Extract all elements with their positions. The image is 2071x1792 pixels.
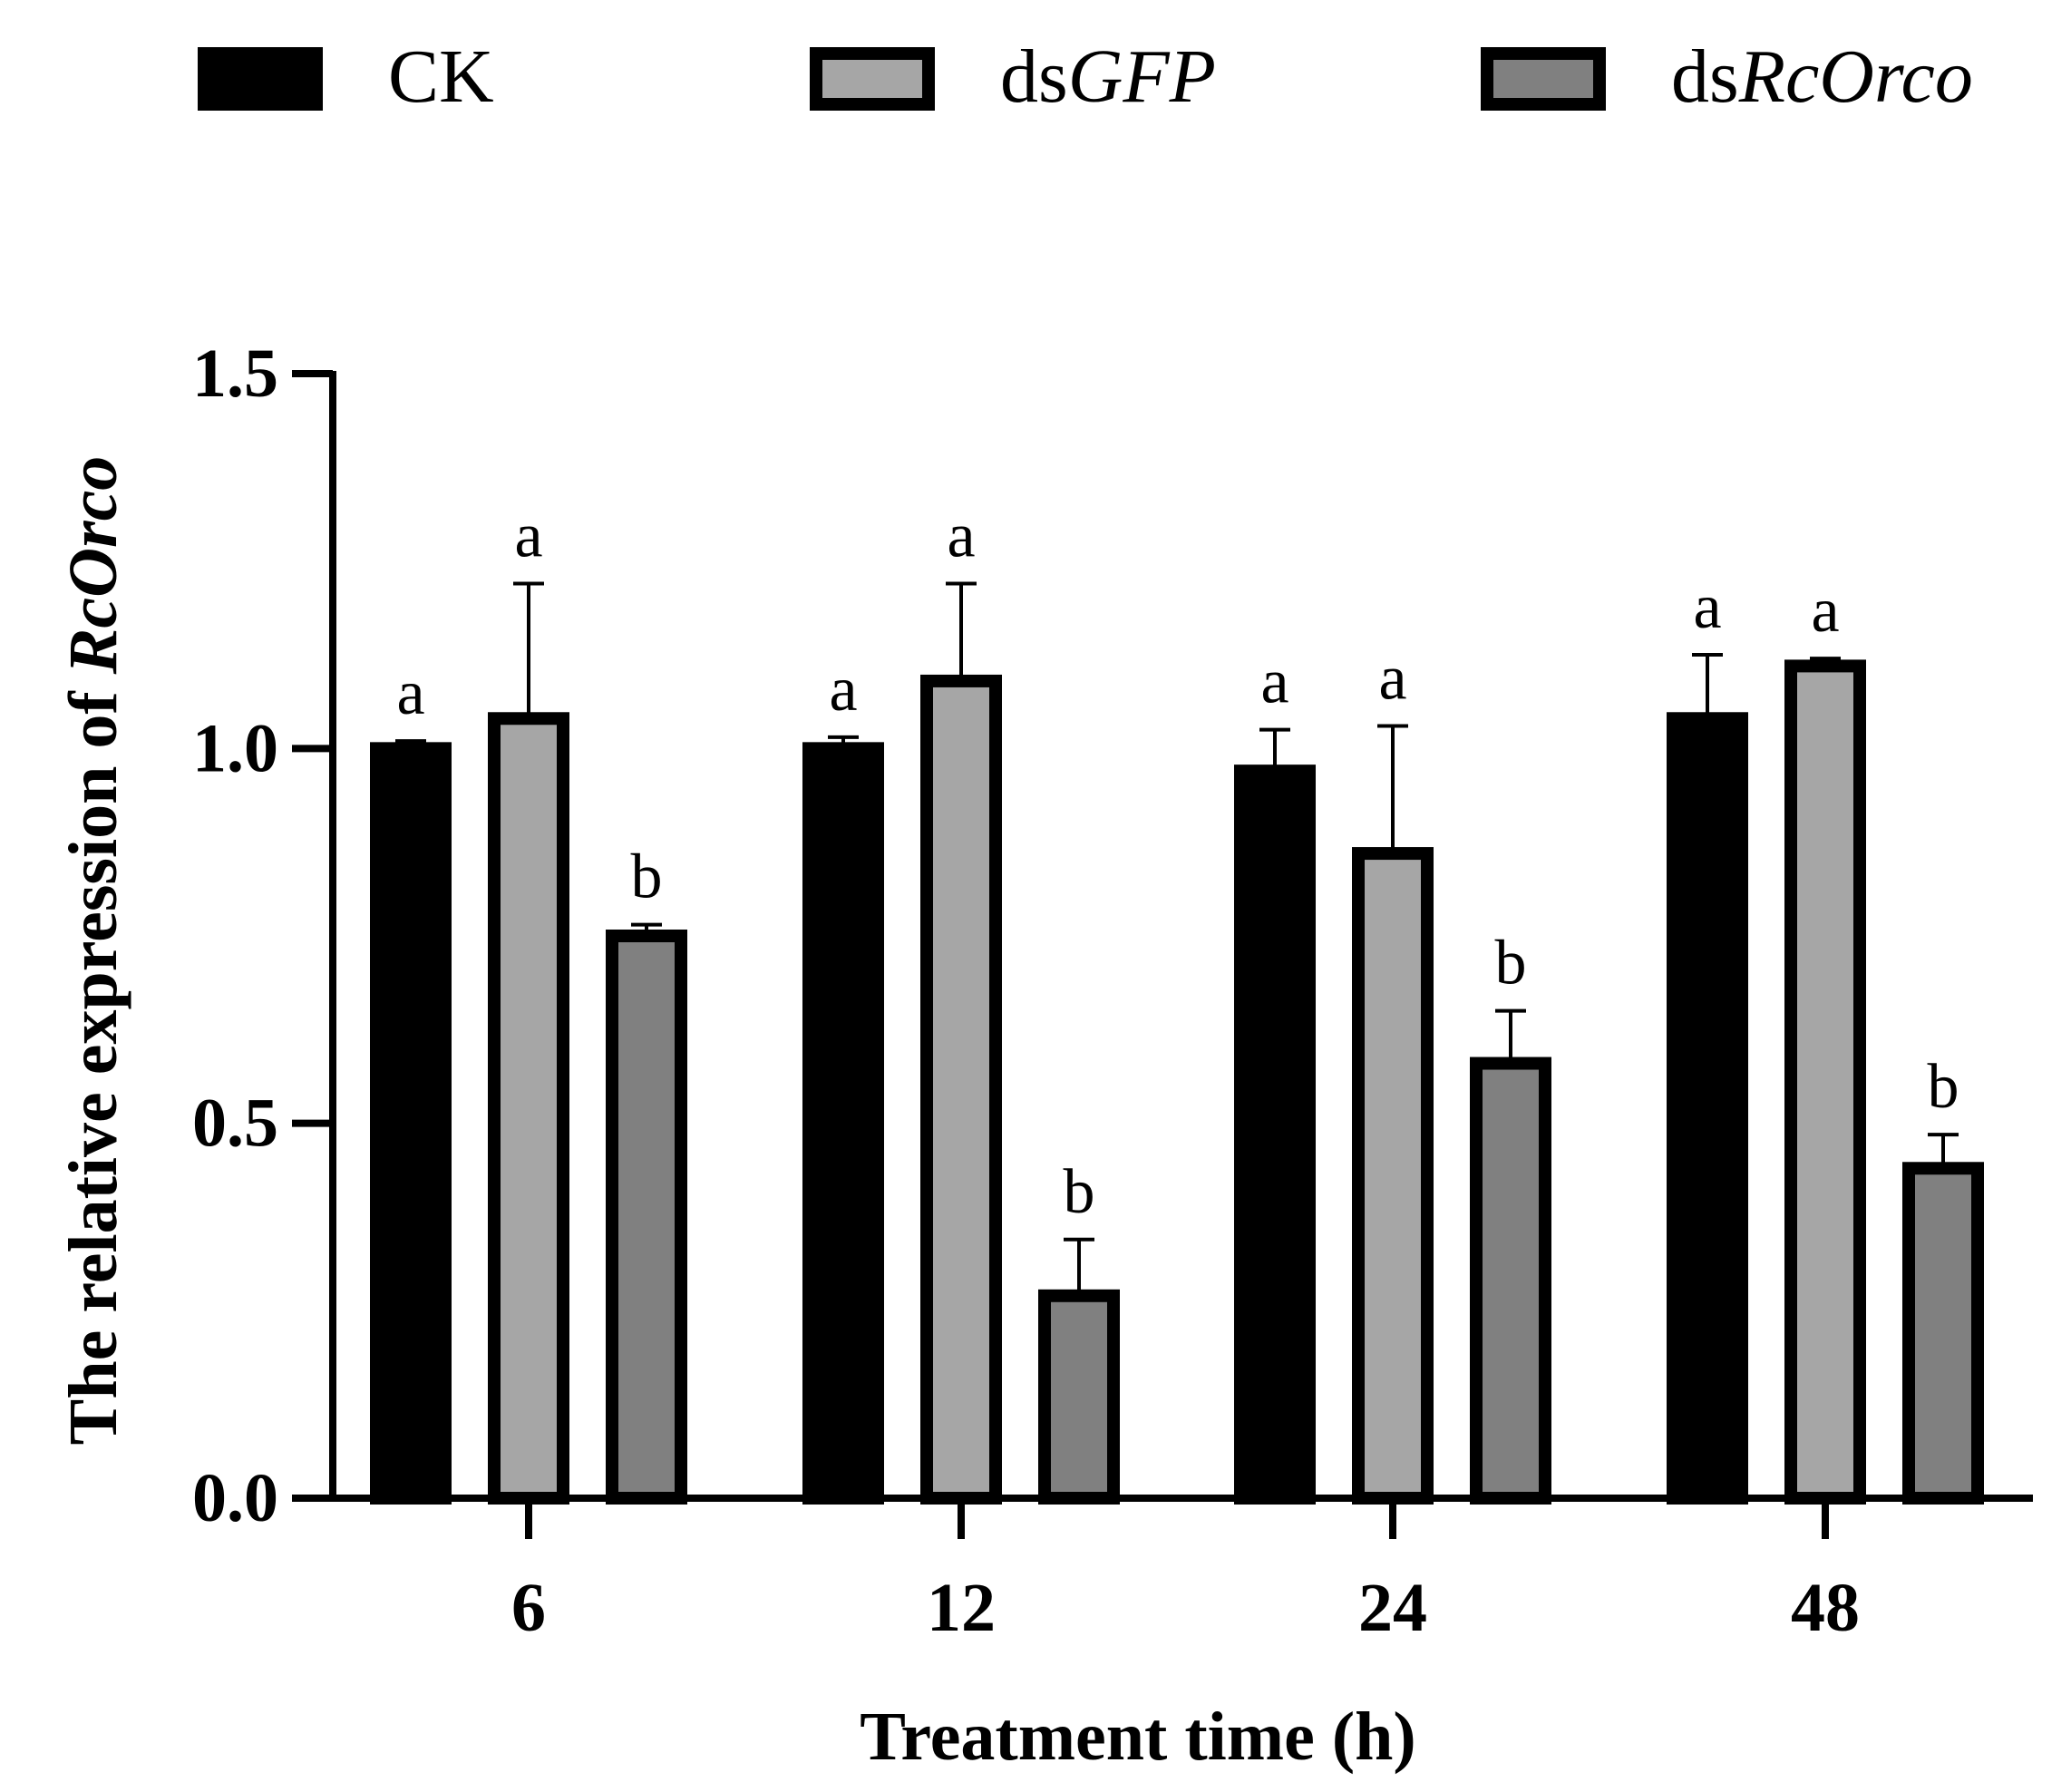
legend-label-prefix: CK: [388, 34, 494, 119]
bars: a a a a a a a a b b b b: [370, 501, 1984, 1505]
bar-CK-48: [1667, 712, 1748, 1505]
legend: CK dsGFP dsRcOrco: [198, 34, 1973, 119]
bar-CK-24: [1234, 765, 1316, 1505]
legend-label-dsRcOrco: dsRcOrco: [1671, 34, 1973, 119]
axes: 0.0 0.5 1.0 1.5 6 12 24 48: [192, 336, 2033, 1646]
x-tick-label: 48: [1791, 1570, 1860, 1646]
y-axis-label: The relative expression of RcOrco: [55, 456, 131, 1446]
x-axis-label: Treatment time (h): [860, 1699, 1415, 1775]
legend-label-prefix: ds: [1000, 34, 1068, 119]
significance-label: b: [631, 842, 663, 912]
significance-label: a: [829, 655, 857, 725]
legend-label-italic: GFP: [1068, 34, 1216, 119]
significance-label: a: [1811, 576, 1839, 646]
y-axis-title-prefix: The relative expression of: [55, 674, 131, 1445]
y-tick-label: 0.5: [192, 1086, 278, 1162]
bar-dsGFP-6: [488, 712, 569, 1505]
bar-CK-12: [802, 742, 884, 1505]
legend-label-prefix: ds: [1671, 34, 1739, 119]
bar-dsRcOrco-12: [1038, 1289, 1120, 1505]
legend-label-dsGFP: dsGFP: [1000, 34, 1216, 119]
x-tick-label: 12: [927, 1570, 996, 1646]
significance-label: a: [1693, 572, 1721, 642]
bar-dsRcOrco-48: [1902, 1162, 1984, 1505]
x-tick-label: 6: [511, 1570, 546, 1646]
y-axis-title: The relative expression of RcOrco: [55, 456, 131, 1446]
y-tick-label: 0.0: [192, 1460, 278, 1536]
y-tick-label: 1.0: [192, 710, 278, 786]
legend-swatch-dsRcOrco: [1481, 47, 1606, 111]
legend-swatch-CK: [198, 47, 323, 111]
bar-dsGFP-48: [1784, 659, 1866, 1505]
bar-dsGFP-24: [1352, 847, 1434, 1505]
legend-label-CK: CK: [388, 34, 494, 119]
y-tick-label: 1.5: [192, 336, 278, 412]
x-axis-title: Treatment time (h): [860, 1699, 1415, 1775]
bar-dsRcOrco-24: [1470, 1057, 1551, 1505]
significance-label: b: [1928, 1052, 1959, 1122]
bar-dsRcOrco-6: [606, 930, 687, 1505]
legend-swatch-dsGFP: [810, 47, 935, 111]
bar-dsGFP-12: [920, 674, 1002, 1505]
significance-label: a: [396, 658, 424, 728]
significance-label: a: [947, 501, 975, 570]
legend-label-italic: RcOrco: [1738, 34, 1973, 119]
significance-label: a: [514, 501, 542, 570]
significance-label: b: [1495, 929, 1527, 998]
bar-CK-6: [370, 742, 452, 1505]
significance-label: b: [1064, 1157, 1095, 1227]
significance-label: a: [1378, 644, 1406, 714]
y-axis-title-gene: RcOrco: [55, 456, 131, 676]
significance-label: a: [1260, 648, 1288, 717]
x-tick-label: 24: [1358, 1570, 1427, 1646]
